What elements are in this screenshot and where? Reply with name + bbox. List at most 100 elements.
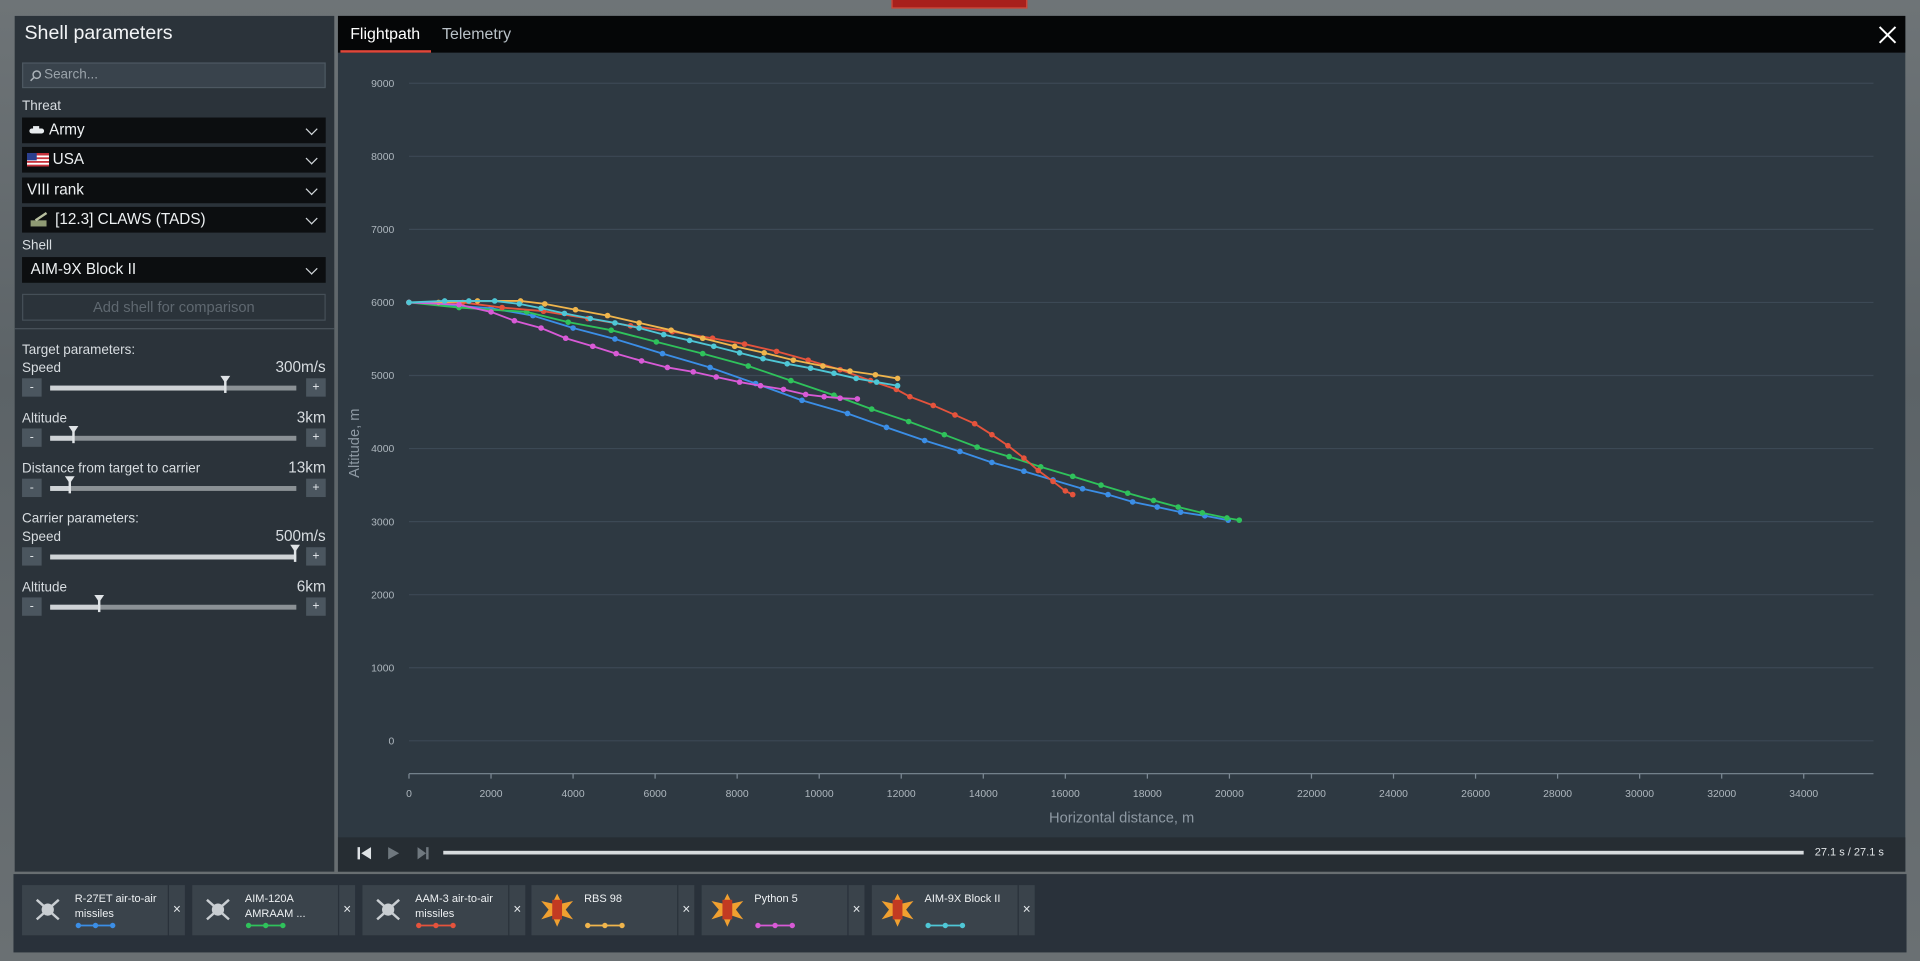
y-tick-label: 9000 xyxy=(371,79,394,90)
slider-track[interactable] xyxy=(50,435,297,441)
plus-button[interactable]: + xyxy=(306,547,326,566)
path-point xyxy=(989,431,995,438)
path-point xyxy=(499,304,505,311)
dropdown-value: Army xyxy=(48,121,85,139)
slider-fill xyxy=(50,385,226,391)
y-tick-label: 7000 xyxy=(371,225,394,236)
legend-swatch xyxy=(925,922,966,929)
shell-icon xyxy=(35,898,60,921)
path-point xyxy=(821,393,827,400)
x-tick-label: 12000 xyxy=(887,789,916,800)
x-tick-label: 14000 xyxy=(969,789,998,800)
x-tick-label: 2000 xyxy=(479,789,502,800)
slider-thumb[interactable] xyxy=(64,476,75,484)
x-tick-label: 0 xyxy=(406,789,412,800)
y-axis-title: Altitude, m xyxy=(347,408,363,477)
path-point xyxy=(668,327,674,334)
vehicle-dropdown[interactable]: [12.3] CLAWS (TADS) xyxy=(22,206,326,233)
panel-title: Shell parameters xyxy=(24,23,173,45)
chart-panel xyxy=(337,15,1906,872)
plus-button[interactable]: + xyxy=(306,478,326,498)
path-point xyxy=(745,363,752,369)
plus-button[interactable]: + xyxy=(306,378,326,397)
x-tick-label: 26000 xyxy=(1461,789,1490,800)
remove-button[interactable]: × xyxy=(678,885,695,936)
slider-thumb[interactable] xyxy=(68,426,79,434)
path-point xyxy=(1177,509,1184,515)
path-point xyxy=(971,420,978,427)
slider-thumb[interactable] xyxy=(220,375,231,384)
shell-dropdown[interactable]: AIM-9X Block II xyxy=(22,257,326,283)
path-point xyxy=(456,301,462,308)
x-tick-label: 32000 xyxy=(1707,789,1736,800)
legend-entry: AIM-9X Block II xyxy=(924,892,1001,905)
path-point xyxy=(784,360,791,367)
path-point xyxy=(1129,499,1136,505)
remove-button[interactable]: × xyxy=(1018,885,1035,936)
search-icon xyxy=(30,70,42,82)
legend-entry: RBS 98 xyxy=(584,892,623,905)
path-point xyxy=(757,382,764,389)
path-point xyxy=(921,437,928,444)
remove-button[interactable]: × xyxy=(848,885,865,936)
section-title: Carrier parameters: xyxy=(22,511,139,527)
legend-swatch xyxy=(585,922,625,929)
minus-button[interactable]: - xyxy=(22,378,42,397)
path-point xyxy=(760,355,766,362)
flight-path xyxy=(408,301,1074,496)
top-button[interactable] xyxy=(891,0,1028,9)
minus-button[interactable]: - xyxy=(22,428,42,447)
path-point xyxy=(1006,453,1012,460)
path-point xyxy=(1175,504,1181,510)
minus-button[interactable]: - xyxy=(22,597,42,616)
path-point xyxy=(466,298,472,304)
y-tick-label: 0 xyxy=(389,736,395,747)
slider-track[interactable] xyxy=(50,604,297,610)
search-box[interactable]: Search... xyxy=(22,62,326,89)
minus-button[interactable]: - xyxy=(22,547,42,566)
param-value: 6km xyxy=(296,577,326,595)
path-point xyxy=(664,364,671,371)
path-point xyxy=(707,364,713,371)
tab-bar xyxy=(337,15,1906,53)
param-name: Speed xyxy=(22,530,61,545)
remove-button[interactable]: × xyxy=(509,885,526,936)
threat-type-dropdown[interactable]: Army xyxy=(22,117,326,144)
path-point xyxy=(854,396,861,402)
plus-button[interactable]: + xyxy=(306,428,326,447)
x-tick-label: 28000 xyxy=(1543,789,1572,800)
path-point xyxy=(491,298,498,304)
path-point xyxy=(699,350,706,357)
close-button[interactable] xyxy=(1878,26,1897,44)
country-dropdown[interactable]: USA xyxy=(22,146,326,173)
path-point xyxy=(636,320,642,326)
x-tick-label: 30000 xyxy=(1625,789,1654,800)
legend-swatch xyxy=(755,922,795,929)
shell-icon xyxy=(881,893,914,927)
plus-button[interactable]: + xyxy=(306,597,326,616)
legend-swatch xyxy=(245,922,286,929)
tab[interactable]: Telemetry xyxy=(442,24,512,43)
rank-dropdown[interactable]: VIII rank xyxy=(22,177,326,204)
minus-button[interactable]: - xyxy=(22,478,42,498)
flight-path xyxy=(408,301,1240,522)
slider-track[interactable] xyxy=(50,486,297,491)
x-tick-label: 6000 xyxy=(644,789,667,800)
legend-swatch xyxy=(416,922,456,929)
separator xyxy=(14,328,335,330)
y-tick-label: 1000 xyxy=(371,663,394,674)
slider-thumb[interactable] xyxy=(94,594,105,603)
x-tick-label: 4000 xyxy=(562,789,585,800)
path-point xyxy=(604,312,611,319)
path-point xyxy=(636,325,642,331)
path-point xyxy=(790,357,797,363)
remove-button[interactable]: × xyxy=(168,885,185,936)
tab[interactable]: Flightpath xyxy=(350,24,421,43)
path-point xyxy=(1069,491,1076,498)
slider-thumb[interactable] xyxy=(290,544,301,553)
remove-button[interactable]: × xyxy=(339,885,356,936)
add-shell-button[interactable]: Add shell for comparison xyxy=(22,293,326,321)
playback-controls[interactable] xyxy=(355,845,436,862)
progress-bar[interactable] xyxy=(443,850,1804,855)
path-point xyxy=(799,397,805,404)
